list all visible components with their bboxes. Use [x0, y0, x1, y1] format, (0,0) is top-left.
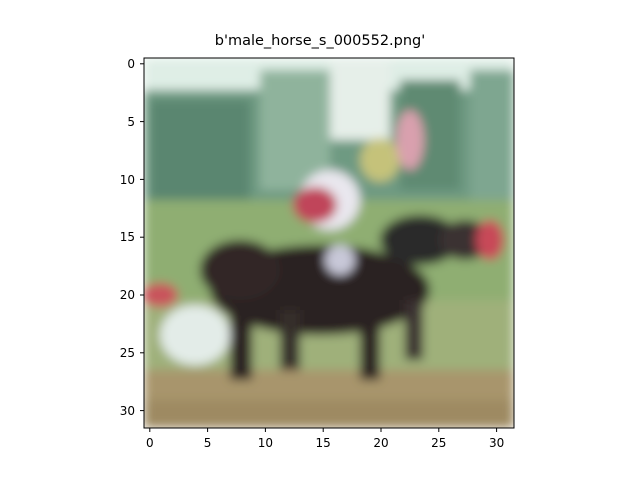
y-tick-label: 25 — [120, 346, 135, 360]
x-tick-label: 20 — [373, 436, 388, 450]
x-tick-label: 25 — [431, 436, 446, 450]
y-axis: 0 5 10 15 20 25 30 — [120, 57, 144, 418]
y-tick-label: 10 — [120, 173, 135, 187]
x-tick-label: 0 — [146, 436, 154, 450]
x-axis: 0 5 10 15 20 25 30 — [146, 428, 504, 450]
y-tick-label: 15 — [120, 230, 135, 244]
y-tick-label: 0 — [127, 57, 135, 71]
pixel-image — [144, 58, 514, 428]
x-tick-label: 15 — [316, 436, 331, 450]
y-tick-label: 30 — [120, 404, 135, 418]
y-tick-label: 5 — [127, 115, 135, 129]
figure-title: b'male_horse_s_000552.png' — [214, 33, 426, 49]
axes-frame — [143, 57, 515, 429]
x-tick-label: 10 — [258, 436, 273, 450]
x-tick-label: 30 — [489, 436, 504, 450]
y-tick-label: 20 — [120, 288, 135, 302]
x-tick-label: 5 — [204, 436, 212, 450]
